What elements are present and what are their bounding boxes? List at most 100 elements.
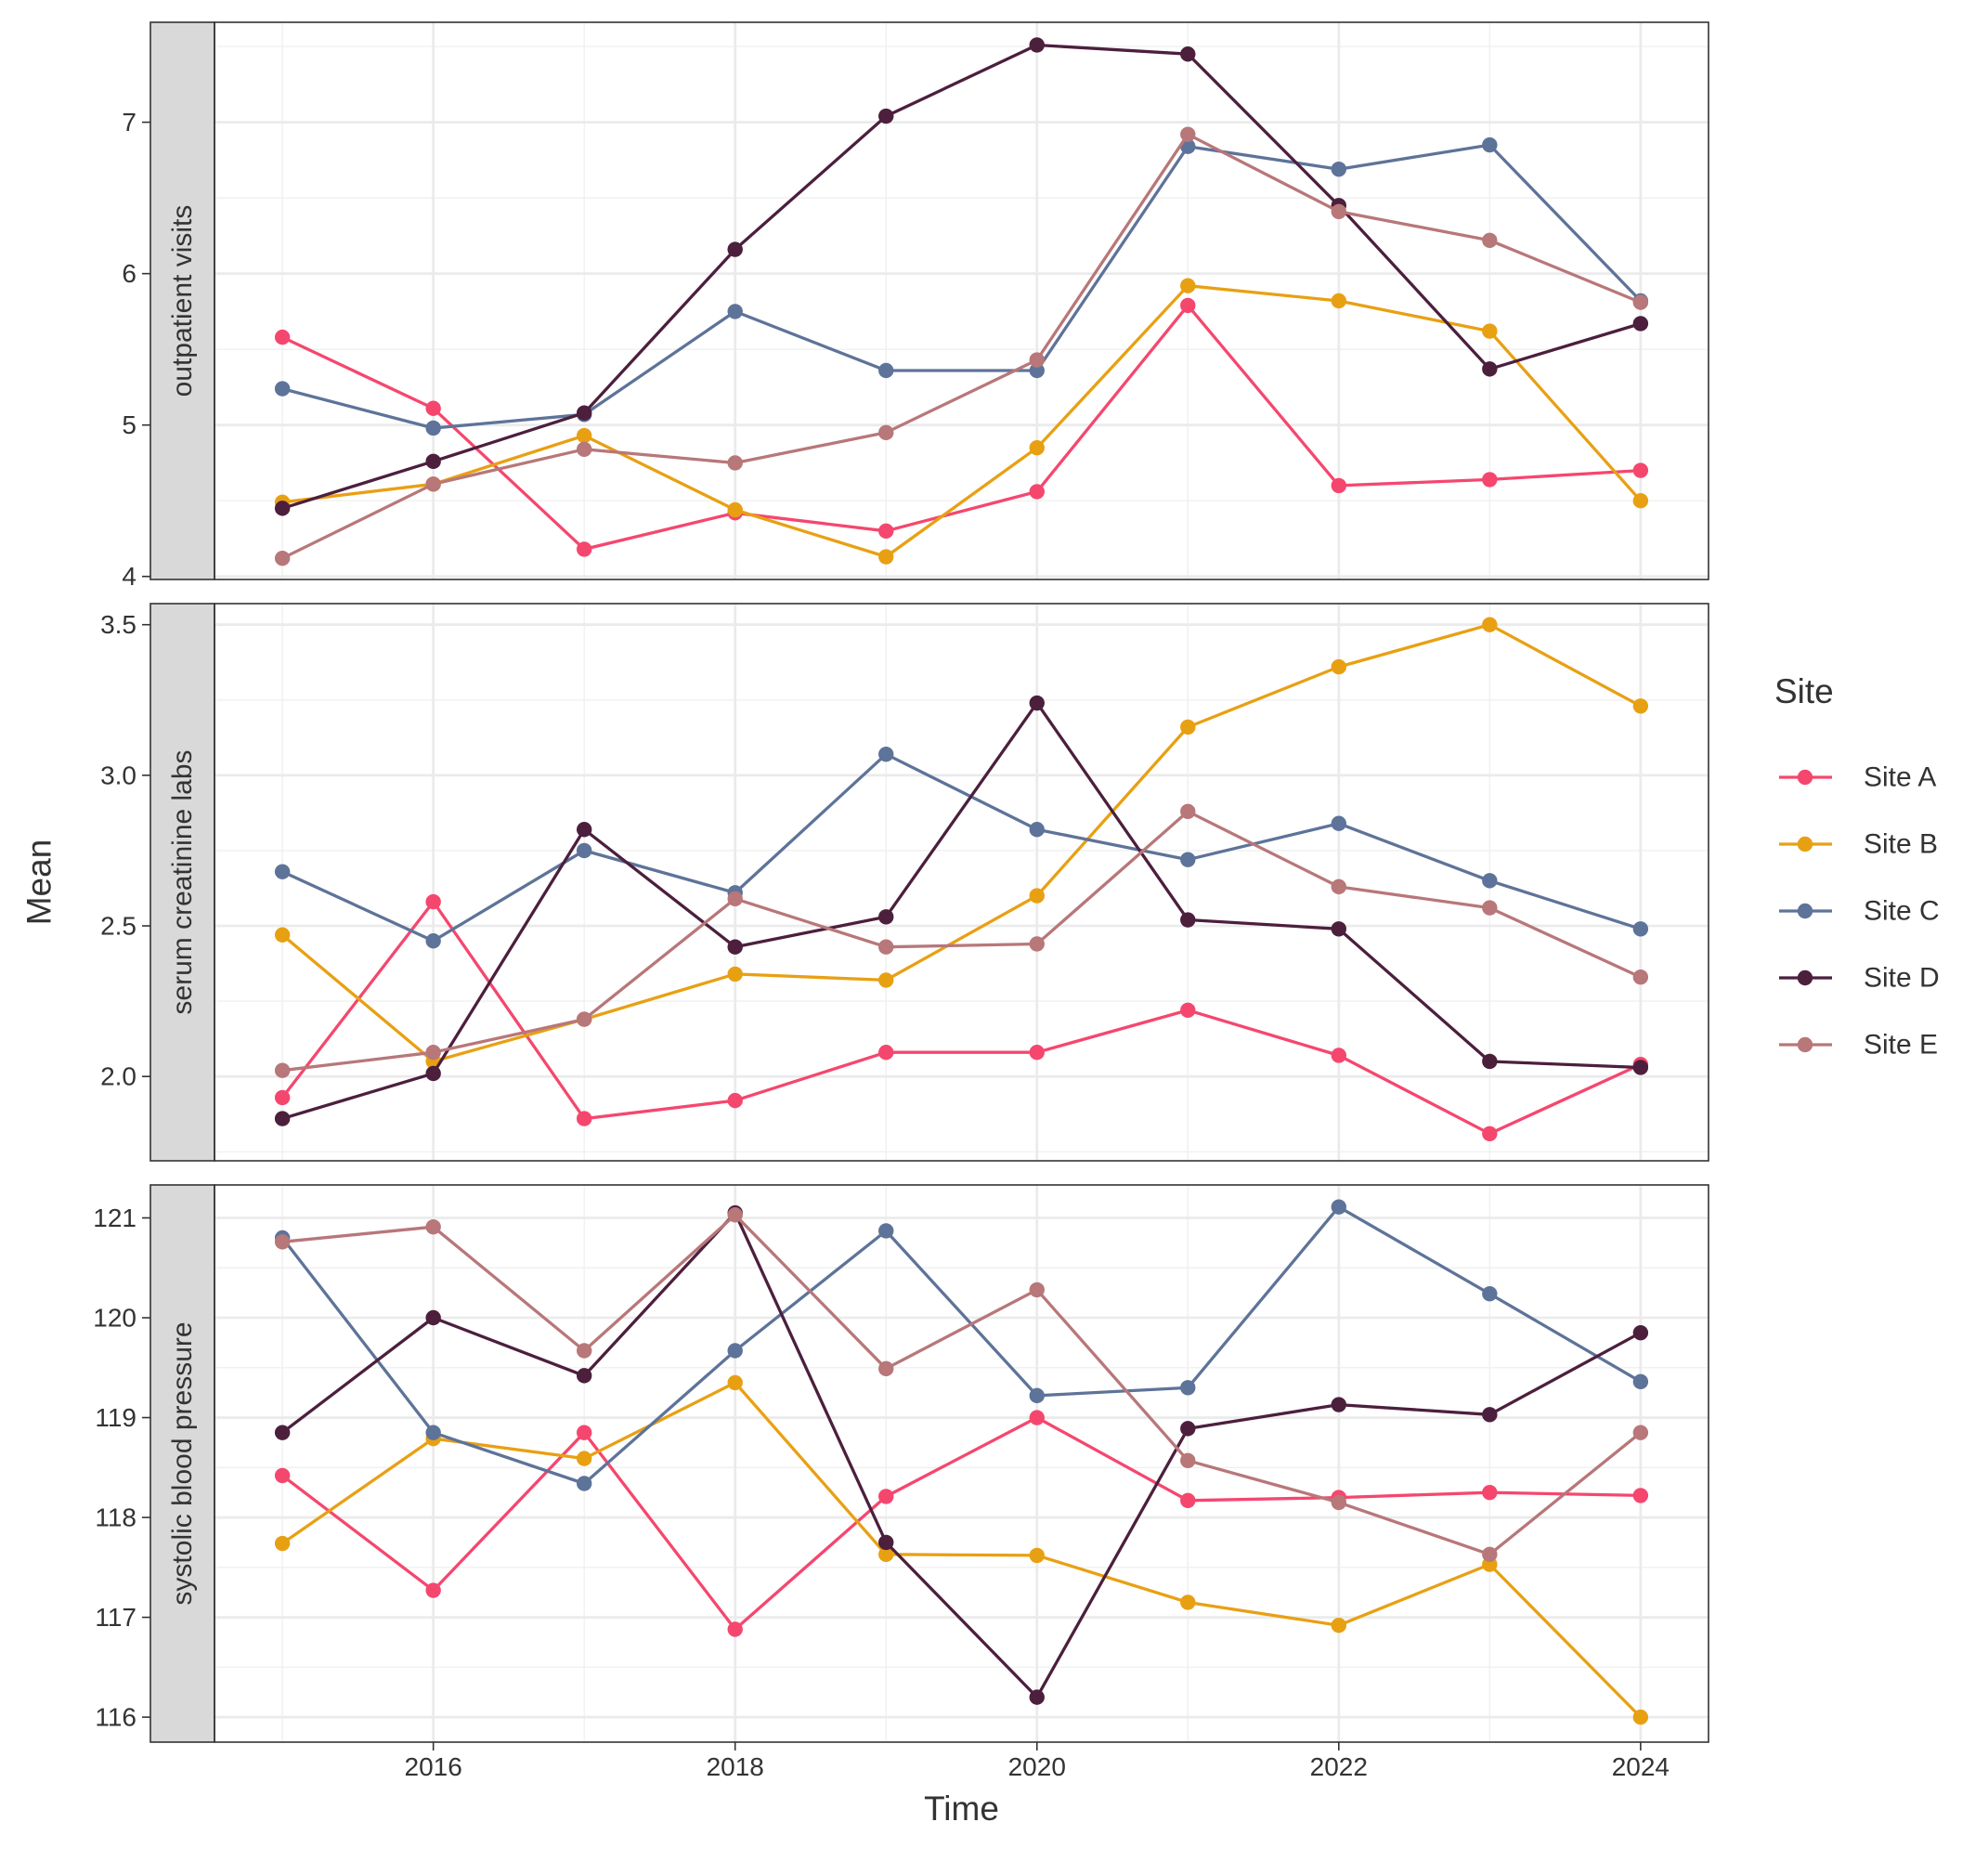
- data-point: [576, 1451, 592, 1466]
- data-point: [425, 1582, 441, 1598]
- data-point: [1632, 493, 1649, 509]
- data-point: [727, 1207, 743, 1223]
- data-point: [576, 842, 592, 859]
- data-point: [425, 453, 441, 470]
- y-tick-label: 4: [122, 562, 136, 591]
- data-point: [1482, 361, 1498, 377]
- data-point: [274, 381, 291, 397]
- y-tick-label: 2.0: [100, 1062, 136, 1091]
- data-point: [274, 1089, 291, 1106]
- data-point: [878, 362, 894, 379]
- data-point: [1632, 698, 1649, 714]
- data-point: [1180, 1421, 1196, 1437]
- data-point: [576, 822, 592, 838]
- data-point: [1331, 161, 1347, 177]
- data-point: [576, 1368, 592, 1384]
- data-point: [1180, 126, 1196, 142]
- facet-strip-label: serum creatinine labs: [167, 749, 198, 1014]
- data-point: [1331, 1199, 1347, 1215]
- data-point: [878, 909, 894, 925]
- x-tick-label: 2018: [707, 1752, 764, 1781]
- data-point: [1180, 297, 1196, 314]
- series-line: [281, 701, 1641, 1121]
- y-axis-title: Mean: [20, 839, 58, 926]
- data-point: [727, 1343, 743, 1359]
- legend-title: Site: [1774, 672, 1834, 710]
- data-point: [1482, 472, 1498, 488]
- y-tick-label: 116: [95, 1703, 136, 1732]
- data-point: [425, 420, 441, 436]
- data-point: [727, 966, 743, 983]
- data-point: [1331, 658, 1347, 675]
- data-point: [1331, 878, 1347, 895]
- data-point: [1180, 46, 1196, 62]
- legend-key-point: [1797, 970, 1813, 986]
- data-point: [425, 1065, 441, 1082]
- data-point: [1180, 1594, 1196, 1610]
- data-point: [425, 1309, 441, 1326]
- data-point: [576, 1476, 592, 1491]
- data-point: [878, 1546, 894, 1563]
- data-point: [425, 400, 441, 416]
- data-point: [1180, 912, 1196, 928]
- legend-entry-label: Site E: [1864, 1030, 1938, 1061]
- facet-strip: [149, 21, 215, 580]
- data-point: [1331, 921, 1347, 937]
- data-point: [878, 1360, 894, 1377]
- series-line: [281, 143, 1643, 430]
- data-point: [878, 1489, 894, 1504]
- data-point: [1331, 1397, 1347, 1412]
- data-point: [727, 939, 743, 955]
- data-point: [727, 501, 743, 518]
- facet-strip: [149, 603, 215, 1162]
- y-tick-label: 120: [93, 1304, 136, 1333]
- panel-border: [214, 1184, 1709, 1743]
- data-point: [576, 441, 592, 457]
- y-tick-label: 5: [122, 410, 136, 439]
- data-point: [576, 1011, 592, 1027]
- series-line: [281, 1213, 1642, 1556]
- data-point: [576, 1111, 592, 1126]
- data-point: [1029, 1689, 1045, 1705]
- legend-entry-label: Site D: [1864, 963, 1940, 994]
- legend-key-point: [1797, 769, 1813, 786]
- data-point: [1632, 1488, 1649, 1503]
- data-point: [1180, 1492, 1196, 1508]
- data-point: [1482, 1484, 1498, 1501]
- data-point: [1029, 362, 1045, 379]
- data-point: [274, 1535, 291, 1552]
- data-point: [878, 746, 894, 762]
- data-point: [878, 1534, 894, 1551]
- data-point: [274, 550, 291, 566]
- y-tick-label: 3.0: [100, 761, 136, 789]
- data-point: [274, 864, 291, 879]
- y-tick-label: 7: [122, 108, 136, 137]
- series-line: [280, 1205, 1642, 1486]
- data-point: [878, 1223, 894, 1239]
- series-line: [281, 43, 1642, 510]
- x-tick-label: 2016: [405, 1752, 462, 1781]
- data-point: [1482, 1126, 1498, 1142]
- data-point: [274, 1234, 291, 1250]
- data-point: [727, 455, 743, 471]
- data-point: [274, 1467, 291, 1484]
- x-tick-label: 2024: [1612, 1752, 1670, 1781]
- y-tick-label: 6: [122, 259, 136, 288]
- data-point: [1632, 462, 1649, 478]
- data-point: [1029, 888, 1045, 904]
- data-point: [727, 241, 743, 257]
- data-point: [1029, 1547, 1045, 1564]
- data-point: [274, 1111, 291, 1126]
- data-point: [425, 476, 441, 492]
- data-point: [1482, 873, 1498, 889]
- data-point: [878, 549, 894, 565]
- data-point: [1180, 1002, 1196, 1019]
- data-point: [1180, 1380, 1196, 1396]
- data-point: [1331, 1048, 1347, 1063]
- data-point: [878, 939, 894, 955]
- y-tick-label: 2.5: [100, 912, 136, 941]
- series-line: [281, 284, 1643, 559]
- facet-strip-label: outpatient visits: [167, 205, 198, 397]
- data-point: [727, 1092, 743, 1109]
